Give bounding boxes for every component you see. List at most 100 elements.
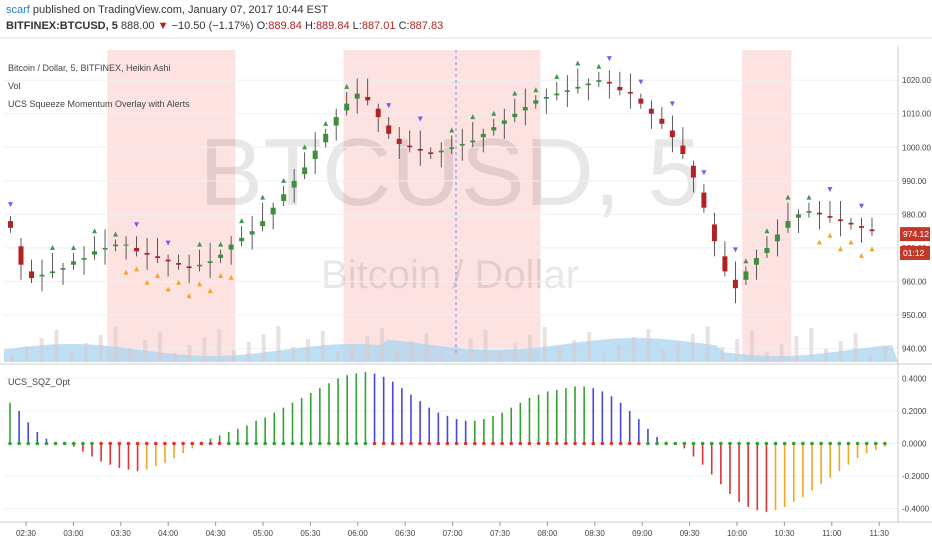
- volume-bar: [779, 344, 784, 362]
- symbol-title[interactable]: BITFINEX:BTCUSD, 5: [6, 20, 118, 32]
- squeeze-dot: [35, 441, 40, 446]
- legend-indicator[interactable]: UCS Squeeze Momentum Overlay with Alerts: [8, 99, 190, 109]
- volume-bar: [572, 340, 577, 362]
- candle-body: [585, 83, 591, 86]
- x-tick-label: 11:30: [869, 529, 889, 538]
- osc-tick-label: -0.4000: [902, 505, 930, 514]
- username-link[interactable]: scarf: [6, 4, 30, 16]
- osc-tick-label: 0.0000: [902, 440, 927, 449]
- squeeze-dot: [354, 441, 359, 446]
- candle-body: [428, 152, 434, 154]
- volume-bar: [794, 336, 799, 362]
- volume-bar: [439, 354, 444, 362]
- squeeze-dot: [810, 441, 814, 446]
- squeeze-triangle-icon: [228, 274, 234, 280]
- volume-bar: [365, 336, 370, 362]
- candle-body: [123, 244, 129, 246]
- legend-oscillator[interactable]: UCS_SQZ_Opt: [8, 377, 71, 387]
- candle-body: [281, 194, 287, 201]
- candle-body: [596, 80, 602, 82]
- up-triangle-icon: [533, 87, 539, 93]
- candle-body: [564, 90, 570, 92]
- squeeze-dot: [883, 441, 887, 446]
- candle-body: [669, 130, 675, 138]
- squeeze-dot: [199, 441, 204, 446]
- x-tick-label: 10:00: [727, 529, 748, 538]
- squeeze-dot: [819, 441, 823, 446]
- squeeze-dot: [846, 441, 851, 446]
- squeeze-dot: [281, 441, 286, 446]
- volume-bar: [587, 332, 592, 362]
- oscillator-pane: [8, 371, 887, 512]
- candle-body: [155, 256, 161, 258]
- candle-body: [291, 180, 297, 188]
- publish-info: scarf published on TradingView.com, Janu…: [6, 4, 328, 16]
- open-value: 889.84: [268, 20, 302, 32]
- x-tick-label: 08:30: [585, 529, 606, 538]
- candle-body: [543, 96, 549, 99]
- squeeze-dot: [108, 441, 113, 446]
- squeeze-dot: [500, 441, 504, 446]
- candle-body: [827, 216, 833, 218]
- candle-body: [39, 274, 45, 277]
- squeeze-dot: [290, 441, 295, 446]
- squeeze-dot: [53, 441, 58, 446]
- candle-body: [690, 165, 696, 178]
- volume-bar: [232, 350, 236, 362]
- squeeze-dot: [190, 441, 195, 446]
- last-price: 888.00: [120, 20, 155, 32]
- candle-body: [459, 143, 465, 146]
- x-tick-label: 08:00: [537, 529, 558, 538]
- volume-bar: [646, 329, 651, 362]
- squeeze-dot: [591, 441, 596, 446]
- squeeze-dot: [828, 441, 833, 446]
- squeeze-band: [107, 50, 236, 362]
- squeeze-triangle-icon: [207, 288, 213, 294]
- squeeze-dot: [144, 441, 149, 446]
- candle-body: [60, 268, 66, 270]
- candle-body: [764, 247, 770, 253]
- squeeze-dot: [17, 441, 21, 446]
- candle-body: [837, 219, 843, 222]
- squeeze-dot: [71, 441, 76, 446]
- x-tick-label: 06:30: [395, 529, 416, 538]
- volume-bar: [217, 329, 222, 362]
- squeeze-dot: [181, 441, 185, 446]
- candle-body: [816, 212, 822, 215]
- candle-body: [470, 140, 476, 143]
- squeeze-dot: [90, 441, 94, 446]
- candle-body: [176, 263, 182, 265]
- x-tick-label: 06:00: [348, 529, 369, 538]
- legend-main-series[interactable]: Bitcoin / Dollar, 5, BITFINEX, Heikin As…: [8, 63, 171, 73]
- x-tick-label: 03:30: [111, 529, 132, 538]
- publish-text: published on TradingView.com, January 07…: [32, 4, 329, 16]
- squeeze-dot: [463, 441, 468, 446]
- squeeze-dot: [172, 441, 176, 446]
- squeeze-dot: [445, 441, 450, 446]
- squeeze-triangle-icon: [165, 286, 171, 292]
- legend-volume[interactable]: Vol: [8, 81, 21, 91]
- volume-bar: [676, 342, 680, 362]
- squeeze-dot: [791, 441, 796, 446]
- osc-tick-label: -0.2000: [902, 472, 930, 481]
- squeeze-dot: [837, 441, 842, 446]
- down-arrow-icon: ▼: [157, 20, 169, 32]
- squeeze-dot: [318, 441, 322, 446]
- signal-markers: [8, 56, 875, 299]
- price-labels: 974.12 01:12: [900, 227, 930, 260]
- y-tick-label: 1020.00: [902, 76, 931, 85]
- up-triangle-icon: [554, 73, 560, 79]
- squeeze-triangle-icon: [155, 273, 161, 279]
- squeeze-dot: [327, 441, 331, 446]
- squeeze-dot: [573, 441, 577, 446]
- volume-bar: [98, 335, 103, 362]
- down-triangle-icon: [732, 247, 738, 253]
- candle-body: [512, 113, 518, 118]
- volume-bar: [10, 354, 14, 362]
- squeeze-triangle-icon: [816, 239, 822, 245]
- squeeze-dot: [263, 441, 267, 446]
- down-triangle-icon: [669, 101, 675, 107]
- watermark-name: Bitcoin / Dollar: [321, 253, 579, 297]
- volume-bar: [868, 354, 873, 362]
